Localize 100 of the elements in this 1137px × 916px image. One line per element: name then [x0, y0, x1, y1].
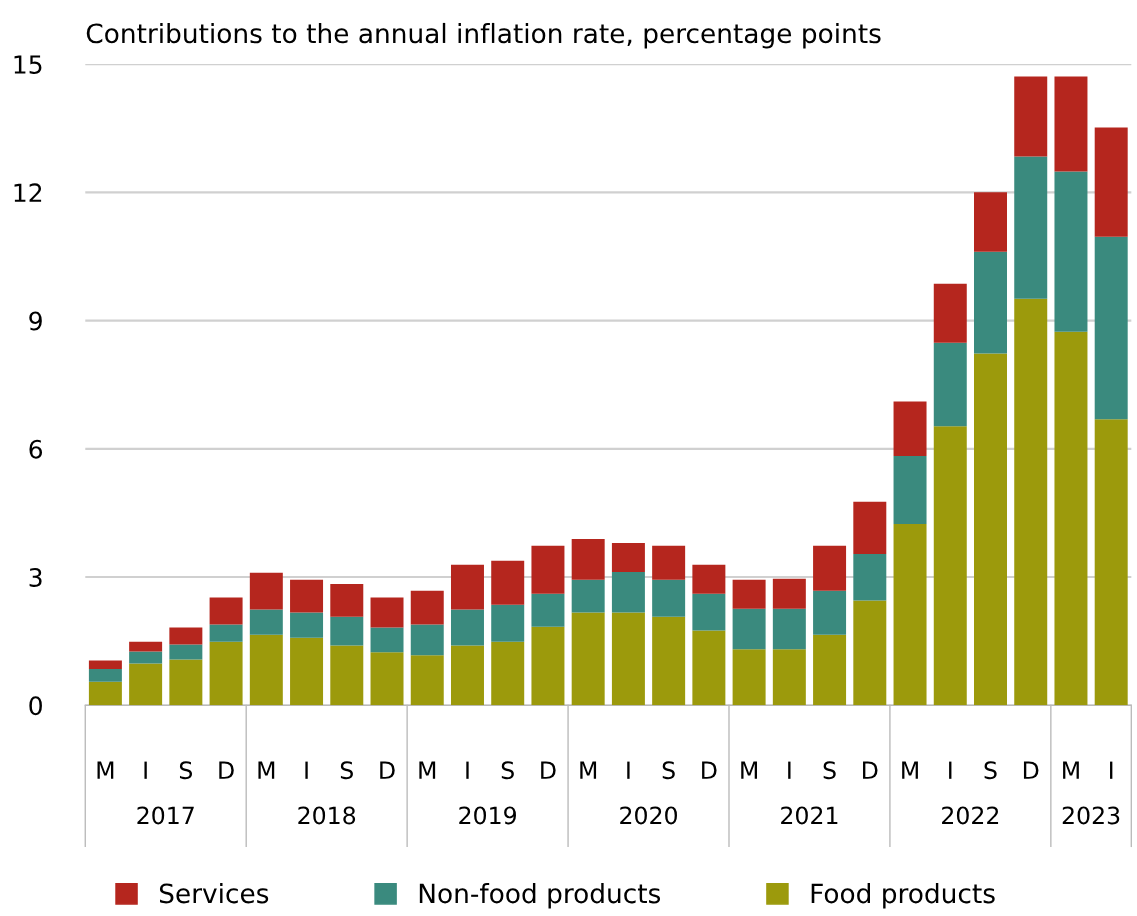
y-tick-label: 0	[29, 696, 42, 716]
y-tick-label: 3	[29, 568, 42, 587]
bar	[491, 560, 525, 605]
bar	[249, 572, 283, 610]
bar	[692, 564, 726, 594]
bar	[209, 624, 243, 642]
bar	[410, 590, 444, 625]
bar	[209, 597, 243, 625]
bar	[893, 524, 927, 706]
y-tick-label: 12	[14, 183, 42, 202]
bar	[571, 539, 605, 580]
bar	[249, 609, 283, 635]
bar	[1054, 331, 1088, 706]
bar	[772, 578, 806, 609]
bar	[611, 571, 645, 613]
bar	[370, 597, 404, 628]
bar	[853, 501, 887, 554]
bar	[692, 630, 726, 706]
bar	[1014, 156, 1048, 299]
bar	[1014, 76, 1048, 157]
bar	[933, 283, 967, 343]
bar	[169, 627, 203, 645]
y-tick-label: 15	[14, 55, 42, 74]
x-tick-label: M	[741, 761, 757, 779]
y-tick-label: 6	[29, 439, 43, 459]
bar	[933, 426, 967, 706]
bar	[974, 353, 1007, 706]
bar	[370, 652, 404, 706]
bar	[853, 600, 887, 706]
legend-label: Services	[159, 882, 269, 904]
bar	[450, 645, 484, 706]
bar	[732, 608, 766, 650]
x-tick-label: S	[662, 761, 675, 780]
x-tick-label: I	[1110, 761, 1113, 779]
text: 2020	[620, 806, 677, 825]
x-tick-label: D	[219, 761, 234, 779]
bar	[1094, 419, 1128, 706]
x-tick-label: I	[144, 761, 147, 779]
x-tick-label: M	[1063, 761, 1079, 779]
x-tick-label: S	[984, 761, 997, 780]
bar	[169, 644, 203, 660]
bar	[772, 608, 806, 650]
x-tick-label: I	[627, 761, 630, 779]
bar	[1094, 236, 1128, 420]
bar	[893, 456, 927, 525]
legend-label: Non-food products	[419, 882, 661, 909]
bar	[491, 641, 525, 706]
x-tick-label: S	[179, 761, 193, 780]
bar	[611, 542, 645, 572]
bar	[652, 579, 686, 617]
text: 2022	[942, 806, 999, 825]
bar	[813, 590, 847, 635]
x-tick-label: I	[466, 761, 469, 779]
x-tick-label: S	[501, 761, 514, 780]
bar	[169, 659, 203, 706]
bar	[571, 612, 605, 706]
x-tick-label: M	[97, 761, 114, 779]
bar	[611, 612, 645, 706]
bar	[813, 634, 847, 706]
y-tick-label: 9	[29, 311, 42, 331]
bar	[410, 655, 444, 706]
chart-title: Contributions to the annual inflation rate, percentage points	[86, 22, 881, 49]
bar	[129, 641, 163, 652]
bar	[450, 609, 484, 646]
x-tick-label: D	[380, 761, 395, 779]
bar	[1094, 127, 1128, 237]
bar	[813, 545, 847, 591]
bar	[88, 660, 122, 669]
bar	[1014, 298, 1048, 706]
bar	[129, 663, 163, 706]
bar	[1054, 171, 1088, 332]
bar	[732, 579, 766, 609]
bar	[933, 342, 967, 427]
bar	[974, 251, 1007, 354]
x-tick-label: S	[340, 761, 353, 780]
bar	[129, 651, 163, 664]
bar	[652, 616, 686, 706]
bar	[974, 192, 1007, 252]
legend-label: Food products	[811, 882, 995, 909]
bar	[531, 545, 565, 594]
x-tick-label: S	[823, 761, 836, 780]
bar	[531, 593, 565, 627]
bar	[692, 593, 726, 631]
bar	[290, 579, 324, 613]
bar	[491, 604, 525, 642]
bar	[290, 637, 324, 706]
bar	[330, 616, 364, 646]
bar	[330, 583, 364, 617]
bar	[330, 645, 364, 706]
x-tick-label: M	[258, 761, 275, 779]
bar	[249, 634, 283, 706]
x-tick-label: M	[902, 761, 918, 779]
bar	[893, 401, 927, 457]
x-tick-label: D	[1023, 761, 1039, 779]
bar	[1054, 76, 1088, 172]
x-tick-label: I	[949, 761, 952, 779]
text: 2017	[137, 806, 194, 825]
bar	[732, 649, 766, 706]
bar	[88, 681, 122, 706]
x-tick-label: I	[788, 761, 791, 779]
